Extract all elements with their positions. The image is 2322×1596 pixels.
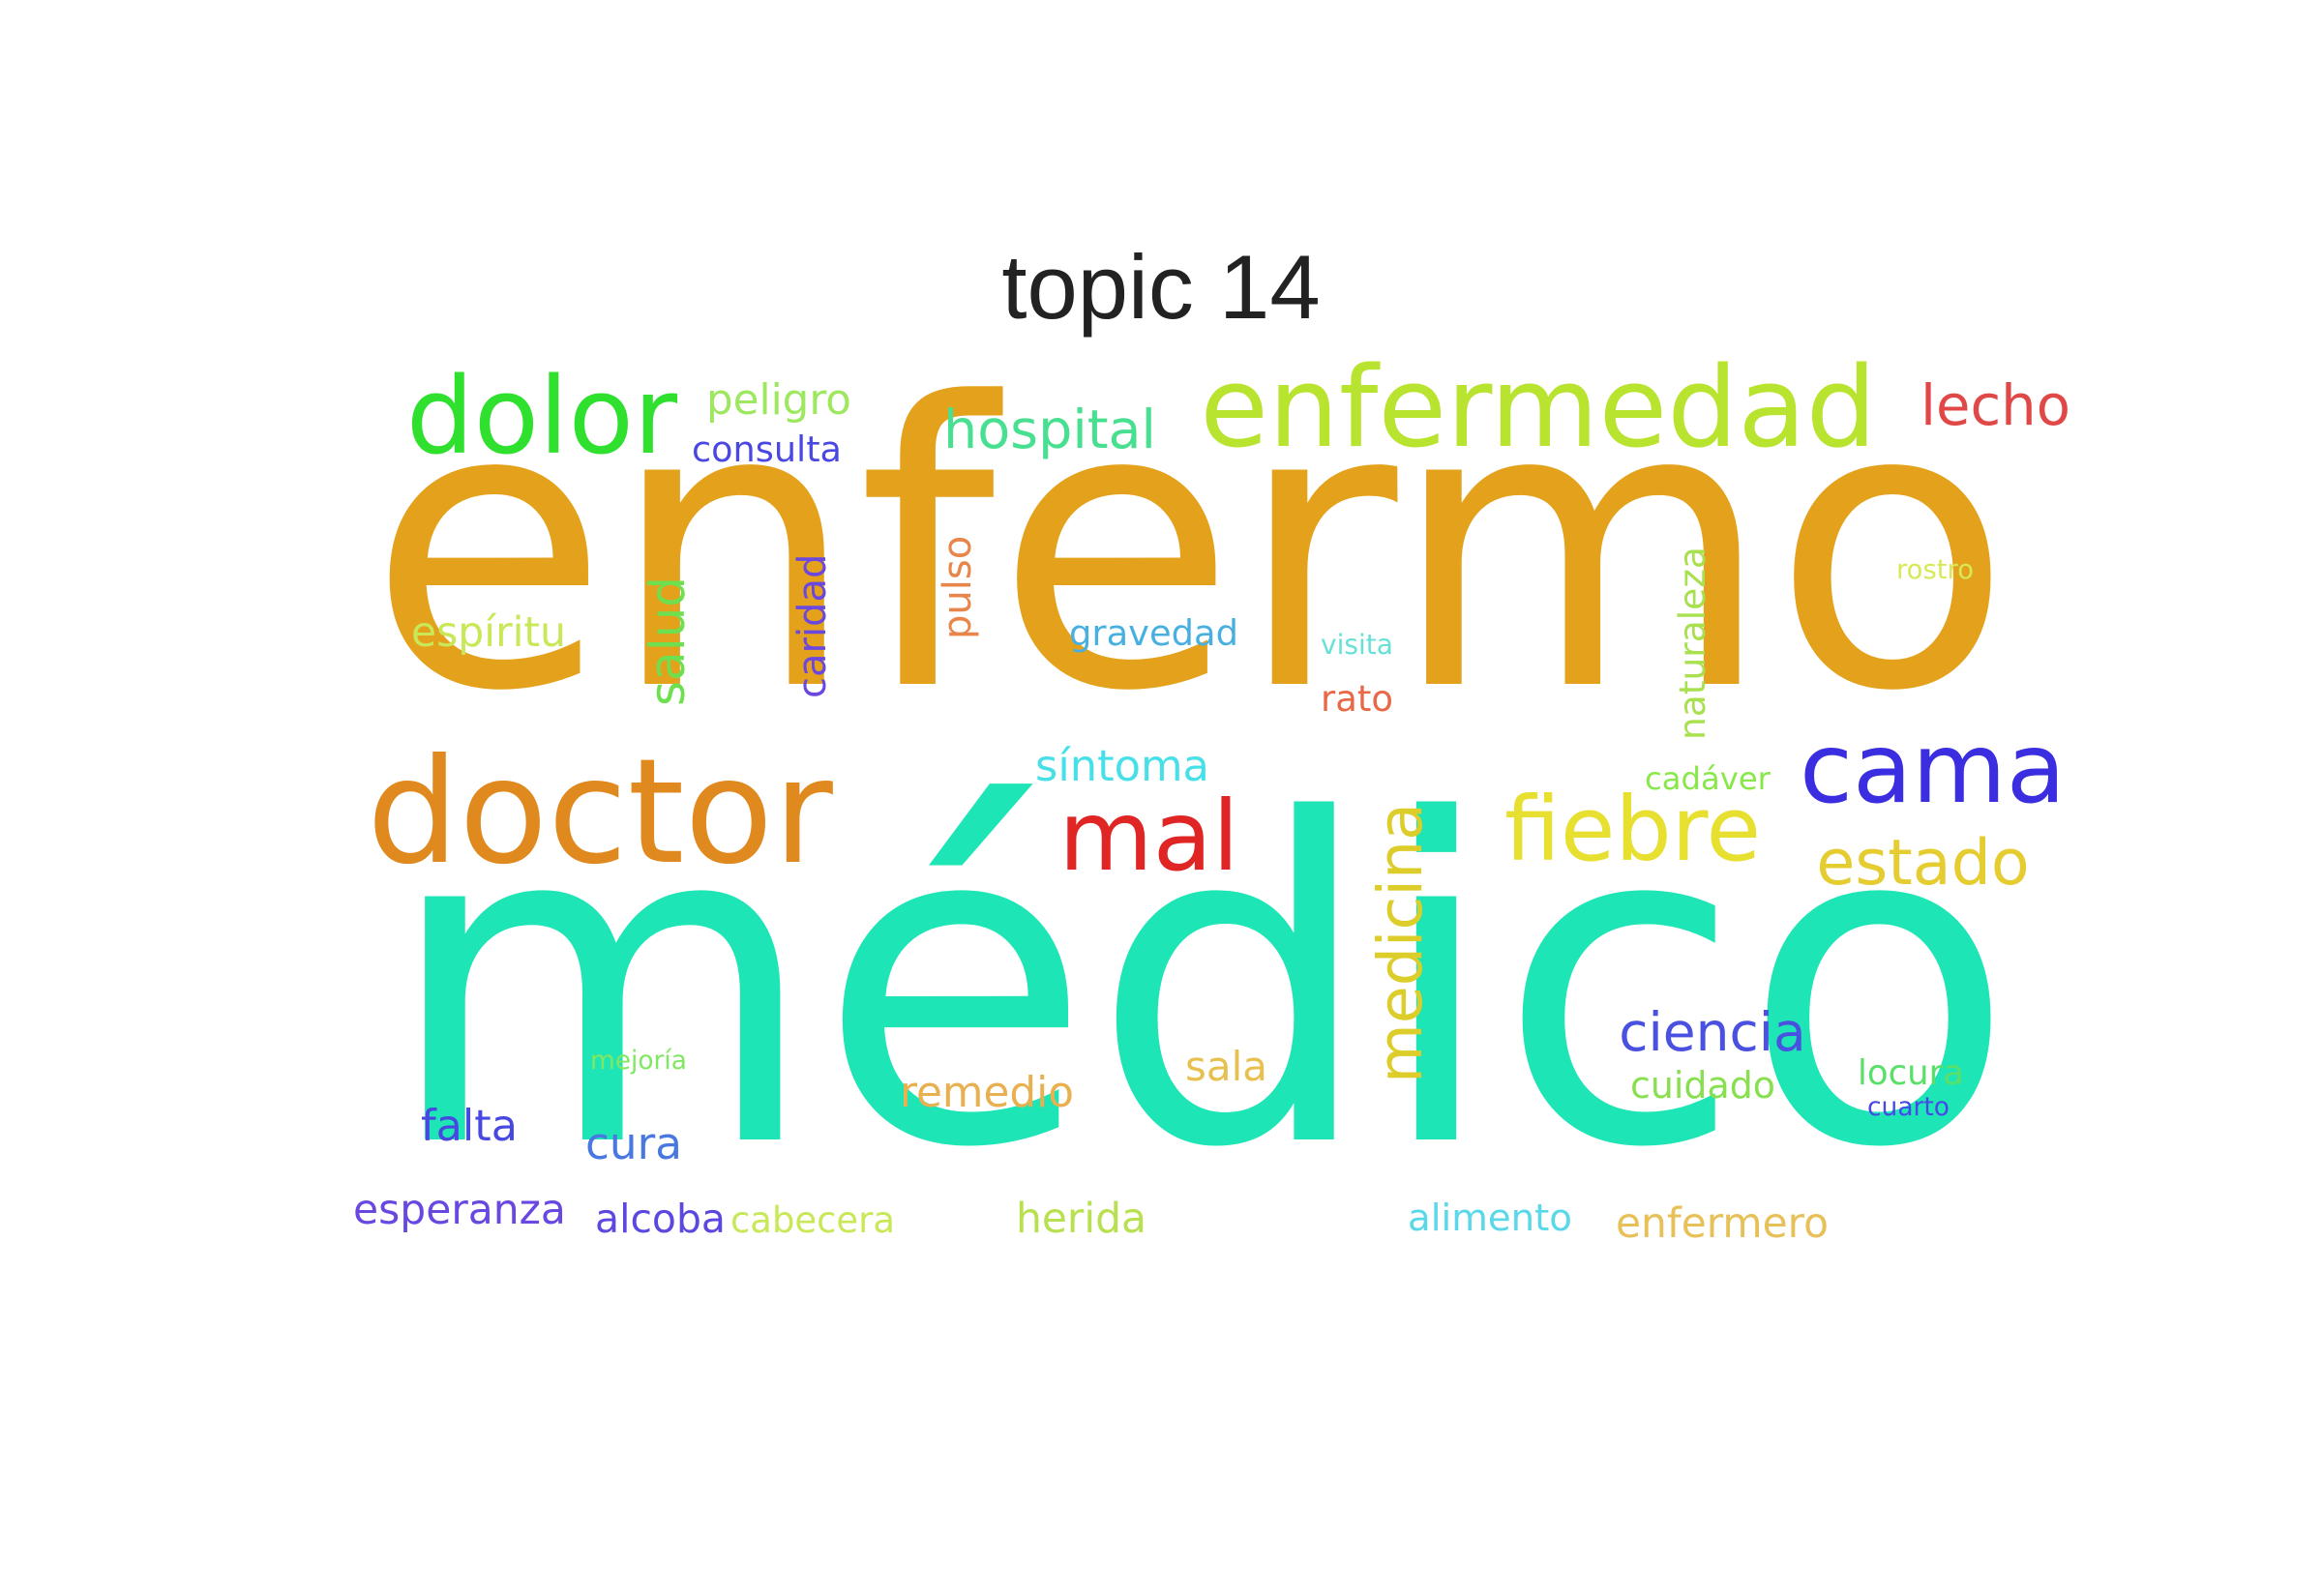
word-peligro: peligro bbox=[706, 376, 851, 426]
word-caridad: caridad bbox=[790, 553, 835, 699]
word-rato: rato bbox=[1321, 678, 1393, 720]
word-dolor: dolor bbox=[405, 354, 678, 478]
word-remedio: remedio bbox=[900, 1068, 1074, 1118]
word-fiebre: fiebre bbox=[1504, 777, 1761, 881]
word-alimento: alimento bbox=[1408, 1196, 1572, 1240]
word-salud: salud bbox=[640, 576, 696, 706]
word-gravedad: gravedad bbox=[1069, 611, 1238, 654]
word-cadaver: cadáver bbox=[1645, 759, 1771, 797]
word-falta: falta bbox=[421, 1101, 518, 1151]
word-enfermero: enfermero bbox=[1616, 1198, 1829, 1247]
word-lecho: lecho bbox=[1920, 372, 2070, 439]
word-espiritu: espíritu bbox=[411, 608, 566, 657]
word-esperanza: esperanza bbox=[353, 1187, 566, 1235]
word-cama: cama bbox=[1800, 712, 2066, 825]
word-enfermo: enfermo bbox=[368, 320, 2012, 777]
word-doctor: doctor bbox=[367, 728, 833, 897]
word-mejoria: mejoría bbox=[590, 1046, 687, 1077]
chart-title: topic 14 bbox=[1001, 236, 1321, 338]
word-sintoma: síntoma bbox=[1035, 740, 1209, 792]
word-visita: visita bbox=[1321, 629, 1393, 662]
word-sala: sala bbox=[1185, 1042, 1267, 1090]
word-medico: médico bbox=[384, 727, 2015, 1245]
word-rostro: rostro bbox=[1896, 555, 1974, 586]
word-cura: cura bbox=[585, 1117, 682, 1169]
word-mal: mal bbox=[1058, 780, 1239, 893]
word-ciencia: ciencia bbox=[1619, 1001, 1806, 1063]
word-locura: locura bbox=[1858, 1053, 1964, 1094]
word-estado: estado bbox=[1816, 827, 2030, 900]
word-pulso: pulso bbox=[936, 535, 980, 640]
word-cabecera: cabecera bbox=[730, 1199, 895, 1242]
word-naturaleza: naturaleza bbox=[1671, 547, 1714, 740]
word-enfermedad: enfermedad bbox=[1200, 343, 1877, 473]
word-cuarto: cuarto bbox=[1867, 1091, 1950, 1122]
word-cuidado: cuidado bbox=[1630, 1063, 1775, 1107]
word-alcoba: alcoba bbox=[595, 1195, 726, 1242]
word-consulta: consulta bbox=[692, 428, 842, 470]
word-medicina: medicina bbox=[1363, 803, 1436, 1083]
word-herida: herida bbox=[1016, 1194, 1146, 1242]
word-hospital: hospital bbox=[943, 399, 1156, 462]
